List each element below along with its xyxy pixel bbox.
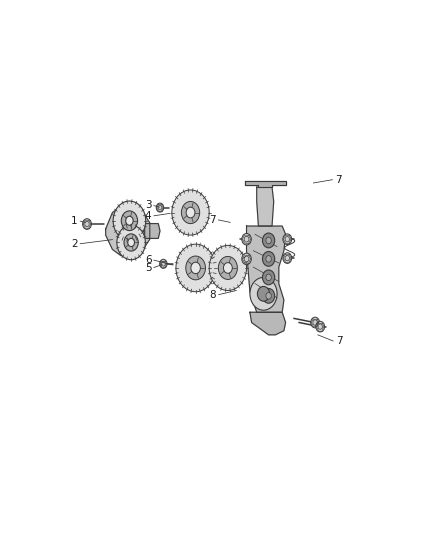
Circle shape: [266, 256, 271, 262]
Circle shape: [266, 293, 271, 299]
Polygon shape: [145, 224, 160, 238]
Circle shape: [262, 252, 275, 266]
Circle shape: [117, 225, 145, 260]
Circle shape: [311, 317, 319, 328]
Polygon shape: [245, 181, 286, 187]
Circle shape: [176, 244, 215, 292]
Circle shape: [262, 233, 275, 248]
Circle shape: [262, 288, 275, 303]
Circle shape: [181, 201, 200, 224]
Polygon shape: [247, 226, 286, 312]
Polygon shape: [106, 206, 150, 256]
Circle shape: [156, 203, 164, 212]
Circle shape: [223, 263, 232, 273]
Circle shape: [121, 211, 138, 231]
Text: 7: 7: [209, 214, 216, 224]
Circle shape: [316, 321, 325, 332]
Text: 4: 4: [145, 211, 152, 221]
Text: 5: 5: [145, 263, 152, 273]
Circle shape: [283, 234, 292, 245]
Circle shape: [250, 277, 277, 310]
Circle shape: [242, 233, 251, 245]
Text: 3: 3: [145, 200, 152, 210]
Text: 2: 2: [71, 239, 78, 249]
Circle shape: [128, 238, 134, 247]
Text: 8: 8: [210, 290, 216, 300]
Text: 7: 7: [336, 336, 343, 346]
Circle shape: [186, 256, 205, 280]
Circle shape: [191, 262, 200, 273]
Circle shape: [186, 207, 195, 218]
Polygon shape: [250, 312, 286, 335]
Circle shape: [209, 245, 247, 290]
Circle shape: [83, 219, 92, 229]
Circle shape: [283, 253, 292, 263]
Circle shape: [113, 201, 146, 240]
Circle shape: [242, 253, 251, 265]
Circle shape: [258, 286, 270, 301]
Circle shape: [172, 190, 209, 235]
Circle shape: [219, 256, 237, 279]
Circle shape: [159, 260, 167, 268]
Circle shape: [126, 216, 133, 225]
Text: 6: 6: [145, 255, 152, 265]
Circle shape: [266, 237, 271, 244]
Circle shape: [124, 234, 138, 251]
Text: 7: 7: [335, 175, 342, 185]
Text: 1: 1: [71, 216, 78, 226]
Polygon shape: [257, 187, 274, 226]
Circle shape: [266, 274, 271, 281]
Circle shape: [262, 270, 275, 285]
